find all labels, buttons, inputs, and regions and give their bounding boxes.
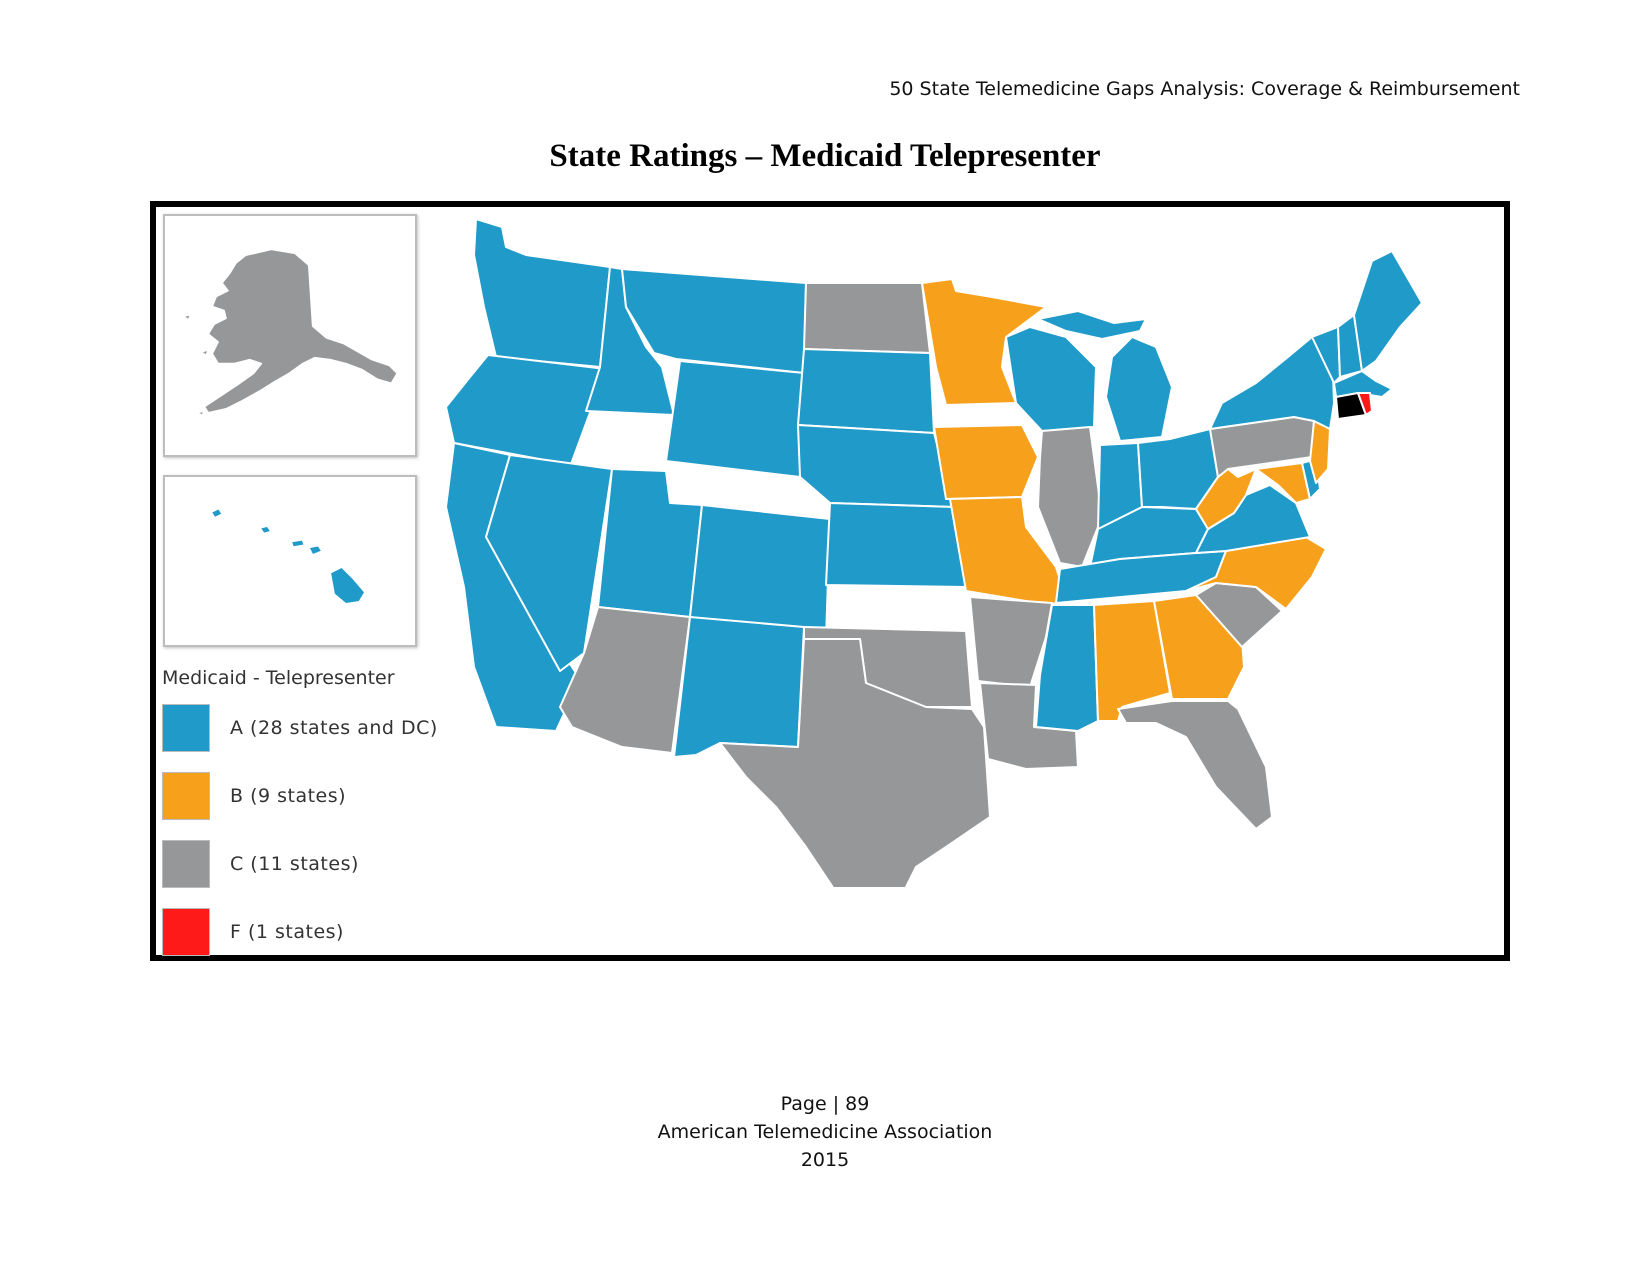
state-HI bbox=[258, 524, 273, 535]
state-ND bbox=[803, 282, 931, 354]
hawaii-map bbox=[194, 507, 367, 605]
state-HI bbox=[209, 507, 224, 519]
state-NV bbox=[485, 454, 613, 672]
state-WI bbox=[1005, 326, 1097, 432]
state-HI bbox=[307, 544, 324, 557]
alaska-island bbox=[181, 313, 192, 322]
alaska-island bbox=[199, 348, 210, 357]
map-frame: Medicaid - Telepresenter A (28 states an… bbox=[150, 201, 1510, 961]
state-UT bbox=[597, 468, 703, 618]
state-MD bbox=[1255, 462, 1311, 504]
legend-item-b: B (9 states) bbox=[162, 771, 438, 821]
legend-item-c: C (11 states) bbox=[162, 839, 438, 889]
legend-item-f: F (1 states) bbox=[162, 907, 438, 957]
legend-label-a: A (28 states and DC) bbox=[230, 717, 438, 739]
page-title: State Ratings – Medicaid Telepresenter bbox=[549, 138, 1101, 174]
state-RI bbox=[1357, 392, 1373, 416]
legend-swatch-c bbox=[162, 840, 210, 888]
state-WA bbox=[473, 218, 611, 368]
state-WY bbox=[665, 360, 805, 478]
running-header: 50 State Telemedicine Gaps Analysis: Cov… bbox=[889, 78, 1520, 100]
state-TX bbox=[719, 638, 991, 887]
state-IL bbox=[1037, 426, 1103, 568]
alaska-inset bbox=[163, 214, 417, 457]
state-NY bbox=[1209, 336, 1335, 430]
legend-label-c: C (11 states) bbox=[230, 853, 359, 875]
state-NE bbox=[797, 424, 955, 508]
footer-organization: American Telemedicine Association bbox=[657, 1121, 993, 1143]
state-MI-upper bbox=[1037, 310, 1147, 340]
state-HI bbox=[329, 565, 367, 605]
legend-swatch-a bbox=[162, 704, 210, 752]
page-number: Page | 89 bbox=[780, 1093, 870, 1115]
legend-title: Medicaid - Telepresenter bbox=[162, 667, 395, 689]
aleutian-islands bbox=[195, 409, 206, 417]
legend-label-f: F (1 states) bbox=[230, 921, 344, 943]
state-AK bbox=[203, 248, 398, 414]
alaska-map bbox=[181, 248, 398, 417]
legend: Medicaid - Telepresenter A (28 states an… bbox=[162, 667, 438, 975]
footer-year: 2015 bbox=[800, 1149, 850, 1171]
state-SC bbox=[1195, 582, 1283, 648]
state-MI bbox=[1105, 336, 1173, 442]
state-NC bbox=[1185, 536, 1327, 610]
state-SD bbox=[797, 348, 935, 434]
state-HI bbox=[290, 538, 306, 549]
legend-label-b: B (9 states) bbox=[230, 785, 347, 807]
state-NM bbox=[673, 616, 805, 758]
state-NJ bbox=[1309, 420, 1331, 484]
legend-swatch-f bbox=[162, 908, 210, 956]
state-LA bbox=[979, 682, 1079, 770]
state-KS bbox=[825, 502, 967, 588]
page-footer: Page | 89 American Telemedicine Associat… bbox=[0, 1090, 1650, 1174]
legend-swatch-b bbox=[162, 772, 210, 820]
state-AR bbox=[969, 596, 1053, 688]
state-FL bbox=[1117, 700, 1273, 830]
state-ME bbox=[1353, 250, 1423, 372]
legend-item-a: A (28 states and DC) bbox=[162, 703, 438, 753]
hawaii-inset bbox=[163, 475, 417, 647]
state-IA bbox=[933, 424, 1039, 500]
state-HI bbox=[194, 517, 201, 523]
us-map bbox=[445, 218, 1423, 887]
